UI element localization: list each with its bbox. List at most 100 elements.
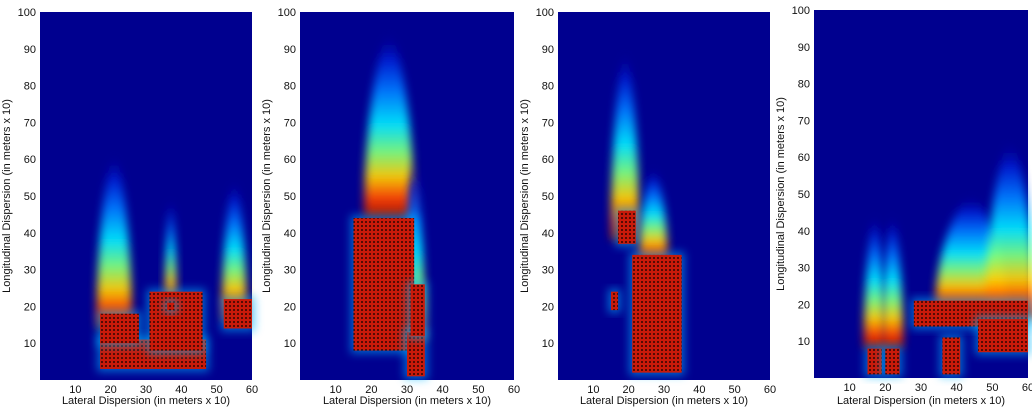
y-tick-label: 20 (284, 301, 296, 313)
plume-2 (639, 166, 668, 263)
y-tick-label: 70 (542, 117, 554, 129)
source-grid (353, 218, 415, 351)
chart-4-y-ticks: 10 20 30 40 50 60 70 80 90 100 (792, 5, 810, 348)
source-grid (167, 302, 175, 311)
y-tick-label: 10 (24, 338, 36, 350)
x-tick-label: 50 (729, 384, 741, 396)
chart-2-sources (350, 215, 428, 380)
y-tick-label: 40 (798, 226, 810, 238)
x-tick-label: 60 (246, 384, 258, 396)
x-tick-label: 10 (587, 384, 599, 396)
y-tick-label: 90 (798, 42, 810, 54)
x-tick-label: 50 (211, 384, 223, 396)
source-grid (611, 291, 619, 311)
x-tick-label: 40 (951, 382, 963, 394)
y-tick-label: 60 (542, 154, 554, 166)
source-region-1 (350, 215, 418, 354)
y-tick-label: 40 (24, 228, 36, 240)
y-tick-label: 30 (284, 265, 296, 277)
source-grid (632, 254, 682, 373)
chart-3-x-ticks: 10 20 30 40 50 60 (587, 384, 776, 396)
plume-4 (985, 138, 1032, 320)
chart-1-plot-area (40, 12, 252, 380)
y-tick-label: 100 (18, 7, 36, 19)
x-tick-label: 60 (764, 384, 776, 396)
chart-4-plumes (863, 138, 1032, 349)
source-region-3 (910, 297, 1031, 330)
chart-3: 10 20 30 40 50 60 10 20 30 40 50 60 70 80 90 100 Later… (519, 7, 776, 407)
source-region-1 (864, 345, 885, 378)
x-tick-label: 10 (69, 384, 81, 396)
x-tick-label: 30 (401, 384, 413, 396)
source-grid (100, 313, 139, 344)
source-grid (410, 284, 425, 336)
y-tick-label: 60 (798, 152, 810, 164)
y-tick-label: 40 (542, 228, 554, 240)
y-tick-label: 20 (798, 299, 810, 311)
y-tick-label: 90 (542, 44, 554, 56)
y-tick-label: 60 (24, 154, 36, 166)
y-tick-label: 100 (792, 5, 810, 17)
chart-1-x-ticks: 10 20 30 40 50 60 (69, 384, 258, 396)
chart-2: 10 20 30 40 50 60 10 20 30 40 50 60 70 80 90 100 Later… (261, 7, 520, 407)
x-tick-label: 30 (915, 382, 927, 394)
y-tick-label: 30 (542, 265, 554, 277)
chart-1-x-axis-label: Lateral Dispersion (in meters x 10) (62, 395, 230, 407)
y-tick-label: 30 (24, 265, 36, 277)
chart-4-x-ticks: 10 20 30 40 50 60 (844, 382, 1032, 394)
chart-2-y-axis-label: Longitudinal Dispersion (in meters x 10) (261, 99, 273, 293)
plume-1 (611, 48, 640, 241)
x-tick-label: 10 (844, 382, 856, 394)
x-tick-label: 10 (330, 384, 342, 396)
source-grid (407, 332, 425, 377)
y-tick-label: 80 (24, 81, 36, 93)
chart-3-x-axis-label: Lateral Dispersion (in meters x 10) (580, 395, 748, 407)
y-tick-label: 50 (284, 191, 296, 203)
source-region-3 (608, 288, 622, 314)
y-tick-label: 10 (284, 338, 296, 350)
plume-2 (165, 196, 177, 307)
x-tick-label: 50 (472, 384, 484, 396)
x-tick-label: 30 (658, 384, 670, 396)
source-region-1 (615, 207, 639, 247)
x-tick-label: 30 (140, 384, 152, 396)
y-tick-label: 70 (284, 117, 296, 129)
y-tick-label: 80 (798, 79, 810, 91)
source-grid (885, 348, 900, 375)
source-grid (223, 299, 252, 329)
chart-3-sources (608, 207, 685, 376)
plume-2 (881, 212, 904, 349)
chart-1-y-axis-label: Longitudinal Dispersion (in meters x 10) (1, 99, 13, 293)
chart-1-plumes (96, 151, 247, 329)
y-tick-label: 70 (24, 117, 36, 129)
plume-3 (221, 177, 247, 322)
source-region-2 (629, 251, 685, 376)
y-tick-label: 10 (542, 338, 554, 350)
source-region-2 (882, 345, 903, 378)
chart-1-sources (97, 288, 255, 372)
y-tick-label: 50 (798, 189, 810, 201)
chart-4: 10 20 30 40 50 60 10 20 30 40 50 60 70 80 90 100 Later… (775, 5, 1032, 407)
chart-2-x-axis-label: Lateral Dispersion (in meters x 10) (323, 395, 491, 407)
source-region-3 (407, 281, 428, 339)
chart-4-sources (864, 297, 1031, 378)
x-tick-label: 40 (693, 384, 705, 396)
x-tick-label: 20 (105, 384, 117, 396)
x-tick-label: 40 (437, 384, 449, 396)
x-tick-label: 20 (365, 384, 377, 396)
source-region-5 (164, 299, 178, 314)
y-tick-label: 20 (24, 301, 36, 313)
plume-1 (863, 212, 886, 349)
chart-4-y-axis-label: Longitudinal Dispersion (in meters x 10) (775, 97, 787, 291)
y-tick-label: 40 (284, 228, 296, 240)
x-tick-label: 20 (879, 382, 891, 394)
chart-2-x-ticks: 10 20 30 40 50 60 (330, 384, 521, 396)
x-tick-label: 60 (508, 384, 520, 396)
plume-1 (96, 151, 132, 329)
source-region-2 (404, 329, 428, 380)
chart-1-y-ticks: 10 20 30 40 50 60 70 80 90 100 (18, 7, 36, 350)
y-tick-label: 80 (284, 81, 296, 93)
y-tick-label: 30 (798, 263, 810, 275)
y-tick-label: 90 (24, 44, 36, 56)
